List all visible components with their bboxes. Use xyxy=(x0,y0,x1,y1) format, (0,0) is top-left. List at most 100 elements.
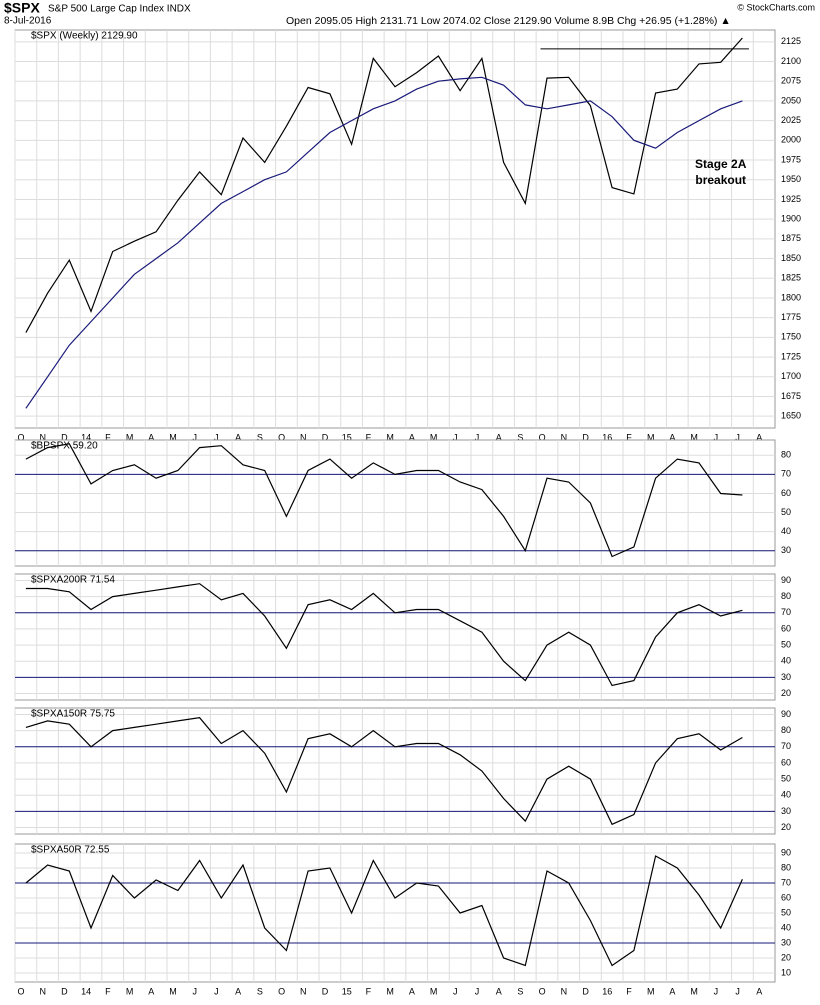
x-tick-label: J xyxy=(714,986,719,996)
x-tick-label: A xyxy=(148,986,154,996)
x-tick-label: O xyxy=(17,986,24,996)
y-tick-label: 1950 xyxy=(781,174,801,184)
x-tick-label: J xyxy=(735,432,740,442)
y-tick-label: 70 xyxy=(781,877,791,887)
series-line xyxy=(25,583,743,687)
y-tick-label: 40 xyxy=(781,922,791,932)
legend-label: $SPXA200R 71.54 xyxy=(31,575,115,586)
y-tick-label: 2075 xyxy=(781,76,801,86)
x-tick-label: M xyxy=(690,432,698,442)
y-tick-label: 80 xyxy=(781,450,791,460)
x-tick-label: N xyxy=(561,432,568,442)
x-tick-label: F xyxy=(105,986,111,996)
x-tick-label: O xyxy=(278,432,285,442)
y-tick-label: 1750 xyxy=(781,332,801,342)
x-tick-label: O xyxy=(539,432,546,442)
y-tick-label: 40 xyxy=(781,790,791,800)
panel xyxy=(14,29,776,429)
y-tick-label: 20 xyxy=(781,688,791,698)
x-tick-label: 16 xyxy=(602,986,612,996)
y-tick-label: 60 xyxy=(781,488,791,498)
series-line xyxy=(25,37,743,333)
x-tick-label: 15 xyxy=(342,432,352,442)
series-line xyxy=(25,76,743,409)
y-tick-label: 1700 xyxy=(781,371,801,381)
x-tick-label: M xyxy=(126,986,134,996)
x-tick-label: O xyxy=(278,986,285,996)
legend-label: $BPSPX 59.20 xyxy=(31,441,98,452)
x-tick-label: N xyxy=(39,986,46,996)
x-tick-label: M xyxy=(169,986,177,996)
x-tick-label: S xyxy=(517,986,523,996)
quote: Open 2095.05 High 2131.71 Low 2074.02 Cl… xyxy=(286,15,731,27)
y-tick-label: 60 xyxy=(781,892,791,902)
x-tick-label: S xyxy=(257,432,263,442)
x-tick-label: A xyxy=(409,986,415,996)
x-tick-label: A xyxy=(756,986,762,996)
x-tick-label: A xyxy=(235,432,241,442)
y-tick-label: 2125 xyxy=(781,36,801,46)
y-tick-label: 60 xyxy=(781,757,791,767)
x-tick-label: N xyxy=(561,986,568,996)
x-tick-label: N xyxy=(300,432,307,442)
x-tick-label: M xyxy=(647,986,655,996)
y-tick-label: 10 xyxy=(781,967,791,977)
x-tick-label: M xyxy=(126,432,134,442)
y-tick-label: 1925 xyxy=(781,194,801,204)
x-tick-label: A xyxy=(148,432,154,442)
x-tick-label: M xyxy=(430,986,438,996)
x-tick-label: A xyxy=(409,432,415,442)
y-tick-label: 1775 xyxy=(781,312,801,322)
y-tick-label: 50 xyxy=(781,773,791,783)
x-tick-label: O xyxy=(17,432,24,442)
legend-label: $SPXA150R 75.75 xyxy=(31,709,115,720)
date: 8-Jul-2016 xyxy=(4,16,52,27)
x-tick-label: A xyxy=(756,432,762,442)
y-tick-label: 50 xyxy=(781,907,791,917)
x-tick-label: D xyxy=(322,986,329,996)
x-tick-label: J xyxy=(475,432,480,442)
series-line xyxy=(25,443,743,558)
x-tick-label: F xyxy=(105,432,111,442)
panel xyxy=(14,707,776,835)
y-tick-label: 40 xyxy=(781,656,791,666)
x-tick-label: F xyxy=(626,986,632,996)
y-tick-label: 1675 xyxy=(781,391,801,401)
y-tick-label: 1900 xyxy=(781,214,801,224)
x-tick-label: J xyxy=(735,986,740,996)
x-tick-label: J xyxy=(214,986,219,996)
x-tick-label: M xyxy=(169,432,177,442)
x-tick-label: J xyxy=(214,432,219,442)
y-tick-label: 1850 xyxy=(781,253,801,263)
y-tick-label: 20 xyxy=(781,952,791,962)
y-tick-label: 30 xyxy=(781,806,791,816)
panel xyxy=(14,573,776,701)
legend-label: $SPX (Weekly) 2129.90 xyxy=(31,31,138,42)
x-tick-label: 14 xyxy=(81,432,91,442)
x-tick-label: J xyxy=(714,432,719,442)
y-tick-label: 1800 xyxy=(781,292,801,302)
x-tick-label: N xyxy=(39,432,46,442)
x-tick-label: J xyxy=(453,986,458,996)
x-tick-label: A xyxy=(496,432,502,442)
y-tick-label: 1650 xyxy=(781,411,801,421)
x-tick-label: F xyxy=(366,432,372,442)
x-tick-label: M xyxy=(386,986,394,996)
y-tick-label: 1875 xyxy=(781,233,801,243)
y-tick-label: 50 xyxy=(781,507,791,517)
x-tick-label: M xyxy=(386,432,394,442)
x-tick-label: N xyxy=(300,986,307,996)
chart-title: S&P 500 Large Cap Index INDX xyxy=(48,4,191,15)
x-tick-label: 15 xyxy=(342,986,352,996)
x-tick-label: A xyxy=(235,986,241,996)
y-tick-label: 1725 xyxy=(781,351,801,361)
x-tick-label: 16 xyxy=(602,432,612,442)
y-tick-label: 30 xyxy=(781,672,791,682)
y-tick-label: 90 xyxy=(781,575,791,585)
y-tick-label: 40 xyxy=(781,526,791,536)
x-tick-label: M xyxy=(647,432,655,442)
source: © StockCharts.com xyxy=(737,2,815,12)
x-tick-label: O xyxy=(539,986,546,996)
x-tick-label: D xyxy=(582,986,589,996)
